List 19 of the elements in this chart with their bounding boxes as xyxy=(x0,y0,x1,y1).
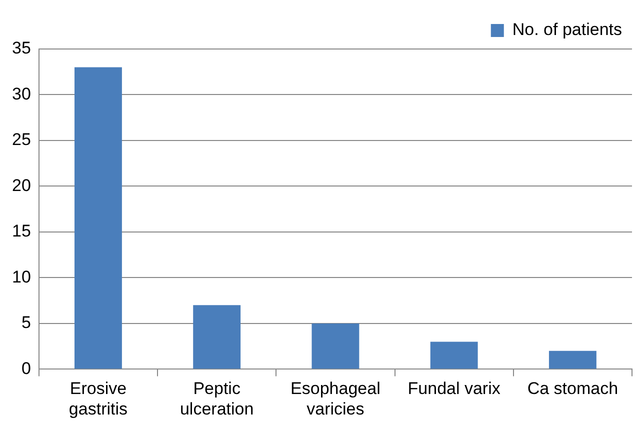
x-tick-label: Fundal varix xyxy=(408,379,501,398)
bar xyxy=(430,342,478,369)
y-tick-label: 30 xyxy=(12,84,31,104)
bar xyxy=(548,350,596,369)
x-tick-label: Erosive gastritis xyxy=(68,379,128,418)
y-tick-label: 5 xyxy=(21,313,31,332)
y-tick-label: 25 xyxy=(12,130,31,150)
y-tick-label: 20 xyxy=(12,176,31,195)
bar xyxy=(193,305,241,369)
y-tick-label: 15 xyxy=(12,222,31,241)
y-tick-label: 0 xyxy=(21,358,31,378)
y-tick-label: 35 xyxy=(12,38,31,58)
bar xyxy=(74,67,122,369)
x-tick-label: Ca stomach xyxy=(527,379,618,398)
y-tick-label: 10 xyxy=(12,267,31,286)
legend-label: No. of patients xyxy=(512,20,622,40)
x-tick-label: Esophageal varicies xyxy=(290,379,380,418)
bar xyxy=(312,323,360,369)
x-tick-label: Peptic ulceration xyxy=(180,379,254,418)
